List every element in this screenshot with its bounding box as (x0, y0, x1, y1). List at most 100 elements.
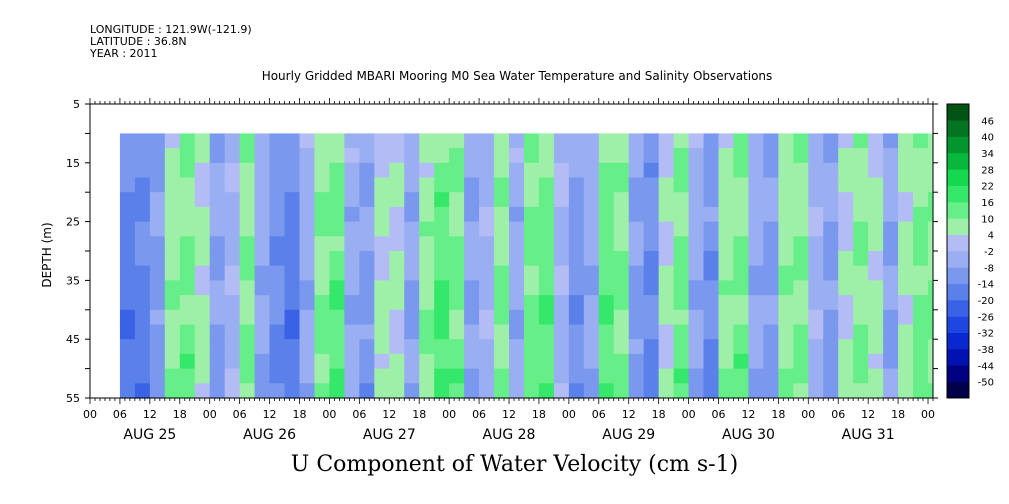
heatmap-cell (209, 339, 226, 355)
heatmap-cell (254, 236, 271, 252)
heatmap-cell (928, 192, 934, 208)
heatmap-cell (509, 221, 525, 237)
heatmap-cell (134, 236, 151, 252)
heatmap-cell (913, 309, 929, 326)
x-tick-label: 18 (173, 408, 187, 421)
x-day-label: AUG 31 (842, 427, 895, 443)
colorbar-label: 34 (981, 149, 994, 160)
heatmap-cell (239, 221, 256, 237)
heatmap-cell (598, 162, 615, 179)
heatmap-cell (299, 280, 316, 296)
heatmap-cell (299, 251, 316, 267)
heatmap-cell (733, 148, 750, 164)
heatmap-cell (658, 162, 675, 179)
heatmap-cell (778, 236, 794, 252)
heatmap-cell (479, 280, 495, 296)
heatmap-cell (314, 353, 331, 370)
heatmap-cell (299, 206, 316, 223)
heatmap-cell (494, 339, 510, 355)
heatmap-cell (419, 236, 435, 252)
heatmap-cell (928, 133, 934, 149)
heatmap-cell (254, 133, 271, 149)
heatmap-cell (823, 309, 839, 326)
heatmap-cell (389, 133, 405, 149)
heatmap-cell (538, 339, 555, 355)
heatmap-cell (823, 236, 839, 252)
heatmap-cell (134, 353, 151, 370)
heatmap-cell (329, 368, 345, 384)
heatmap-cell (643, 177, 660, 193)
heatmap-cell (299, 309, 316, 326)
heatmap-cell (179, 280, 196, 296)
heatmap-cell (419, 221, 435, 237)
heatmap-cell (823, 339, 839, 355)
heatmap-cell (868, 280, 884, 296)
heatmap-cell (763, 236, 779, 252)
heatmap-cell (643, 221, 660, 237)
heatmap-cell (149, 206, 166, 223)
heatmap-cell (209, 295, 226, 311)
x-tick-label: 12 (382, 408, 396, 421)
heatmap-cell (613, 353, 630, 370)
heatmap-cell (598, 339, 615, 355)
colorbar-swatch (947, 202, 969, 219)
heatmap-cell (763, 162, 779, 179)
heatmap-cell (329, 353, 345, 370)
x-tick-label: 12 (263, 408, 277, 421)
heatmap-cell (464, 221, 480, 237)
heatmap-cell (209, 309, 226, 326)
heatmap-cell (299, 133, 316, 149)
heatmap-cell (793, 353, 809, 370)
colorbar-label: -44 (978, 361, 994, 372)
heatmap-cell (913, 192, 929, 208)
heatmap-cell (688, 162, 705, 179)
heatmap-cell (434, 192, 450, 208)
heatmap-cell (404, 206, 420, 223)
heatmap-cell (748, 339, 764, 355)
latitude-label: LATITUDE : 36.8N (90, 35, 187, 48)
y-axis: 5 15 25 35 45 55 (66, 98, 938, 405)
heatmap-cell (509, 162, 525, 179)
heatmap-cell (449, 192, 465, 208)
heatmap-cell (404, 177, 420, 193)
heatmap-cell (883, 339, 899, 355)
heatmap-cell (224, 383, 241, 399)
heatmap-cell (329, 295, 345, 311)
heatmap-cell (164, 251, 181, 267)
heatmap-cell (718, 162, 735, 179)
heatmap-cell (598, 192, 615, 208)
heatmap-cell (299, 324, 316, 340)
heatmap-cell (149, 339, 166, 355)
heatmap-cell (748, 324, 764, 340)
heatmap-cell (494, 192, 510, 208)
heatmap-cell (793, 206, 809, 223)
heatmap-cell (239, 280, 256, 296)
heatmap-cell (329, 162, 345, 179)
heatmap-cell (793, 295, 809, 311)
heatmap-cell (643, 383, 660, 399)
heatmap-cell (419, 177, 435, 193)
heatmap-cell (628, 353, 645, 370)
heatmap-cell (509, 192, 525, 208)
heatmap-cell (344, 280, 360, 296)
heatmap-cell (613, 192, 630, 208)
heatmap-cell (658, 280, 675, 296)
heatmap-cell (179, 236, 196, 252)
heatmap-cell (149, 324, 166, 340)
heatmap-cell (449, 295, 465, 311)
heatmap-cell (254, 324, 271, 340)
heatmap-cell (928, 309, 934, 326)
heatmap-cell (538, 177, 555, 193)
colorbar-swatch (947, 316, 969, 333)
heatmap-cell (898, 148, 914, 164)
heatmap-cell (509, 133, 525, 149)
heatmap-cell (628, 236, 645, 252)
heatmap-cell (643, 353, 660, 370)
heatmap-cell (209, 280, 226, 296)
heatmap-cell (823, 177, 839, 193)
heatmap-cell (209, 353, 226, 370)
heatmap-cell (838, 324, 854, 340)
heatmap-cell (179, 148, 196, 164)
heatmap-cell (823, 192, 839, 208)
heatmap-cell (254, 162, 271, 179)
